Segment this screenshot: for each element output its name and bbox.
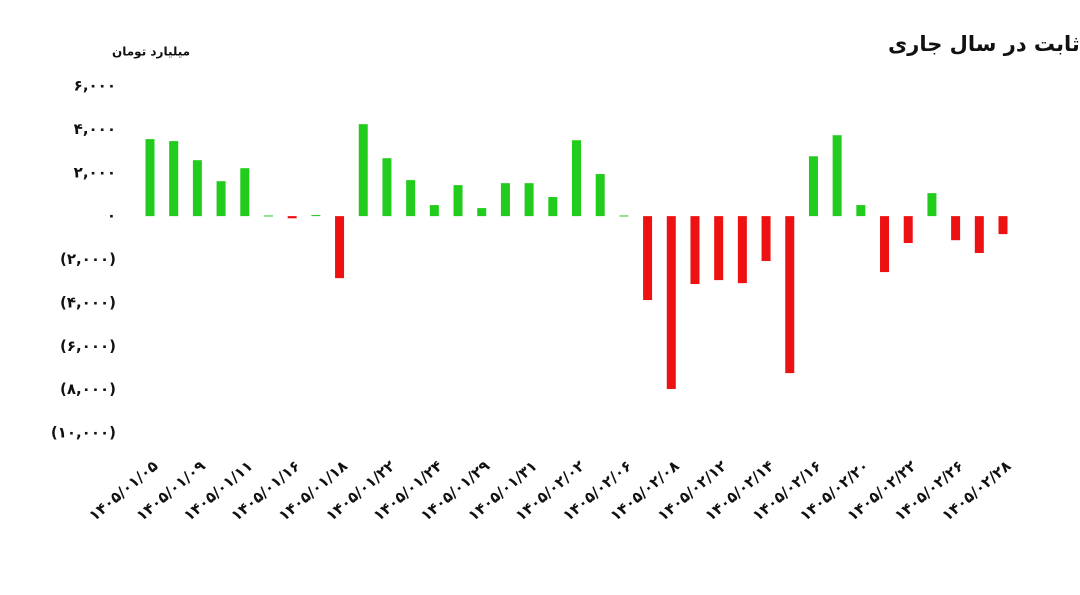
bar	[619, 215, 629, 217]
bar	[358, 124, 368, 217]
bar	[406, 180, 416, 217]
bar	[145, 139, 155, 217]
bar	[169, 141, 179, 217]
bar	[216, 181, 226, 217]
bar	[737, 216, 747, 284]
bar	[951, 216, 961, 241]
bar	[311, 215, 321, 217]
bar	[690, 216, 700, 285]
y-tick-label: ۴,۰۰۰	[74, 120, 116, 138]
bar	[880, 216, 890, 273]
bar	[643, 216, 653, 301]
bar	[335, 216, 345, 279]
y-tick-label: ۲,۰۰۰	[74, 163, 116, 181]
bar	[974, 216, 984, 253]
bar	[785, 216, 795, 374]
bar	[382, 158, 392, 217]
bar	[856, 205, 866, 217]
y-tick-label: (۲,۰۰۰)	[60, 250, 116, 268]
bar	[666, 216, 676, 389]
bar	[524, 183, 534, 217]
bar	[714, 216, 724, 281]
bar	[572, 140, 581, 217]
y-tick-label: (۸,۰۰۰)	[60, 380, 116, 398]
y-tick-label: (۱۰,۰۰۰)	[51, 424, 116, 442]
bar	[500, 183, 510, 217]
bar	[761, 216, 771, 262]
bar	[548, 197, 558, 217]
bar	[903, 216, 913, 244]
bar	[429, 205, 439, 217]
y-tick-label: ۰	[107, 207, 116, 225]
bar	[477, 208, 487, 217]
bar	[287, 216, 297, 219]
bar	[808, 156, 818, 217]
bar	[998, 216, 1008, 235]
bar	[595, 174, 605, 217]
y-tick-label: ۶,۰۰۰	[74, 77, 116, 95]
bar	[240, 168, 250, 217]
y-tick-label: (۶,۰۰۰)	[60, 337, 116, 355]
bar	[832, 135, 842, 217]
bar	[453, 185, 463, 217]
bar	[192, 160, 202, 217]
bar	[263, 215, 273, 217]
y-tick-label: (۴,۰۰۰)	[60, 293, 116, 311]
chart-title: ورود و خروج روزانه پول حقیقی‌ها به صندوق…	[888, 31, 1080, 57]
y-axis-unit: میلیارد تومان	[112, 45, 190, 60]
bar	[927, 193, 937, 217]
